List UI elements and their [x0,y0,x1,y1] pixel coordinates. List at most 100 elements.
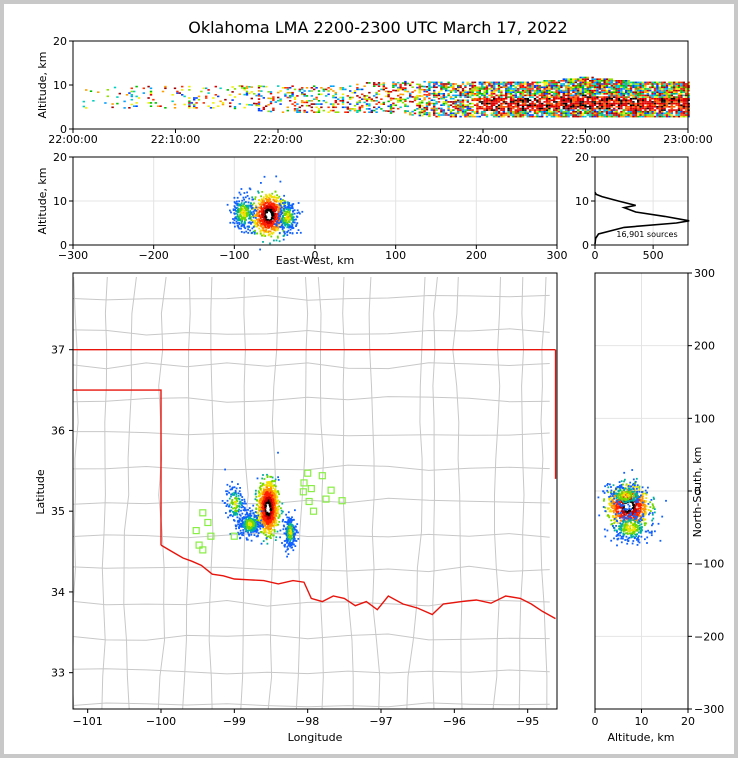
source-point [565,89,568,92]
source-point [661,102,664,105]
source-point [675,97,678,100]
source-point [247,221,250,224]
source-point [273,519,276,522]
source-point [656,99,659,102]
source-point [267,219,269,222]
source-point [235,217,238,220]
source-point [531,89,534,92]
source-point [263,489,266,491]
source-point [603,80,606,82]
source-point [505,81,508,84]
source-point [264,224,267,226]
source-point [365,108,369,110]
source-point [493,97,496,100]
source-point [382,83,385,86]
source-point [536,83,539,85]
source-point [577,91,580,93]
source-point [272,221,275,224]
source-point [442,102,445,105]
source-point [615,110,618,113]
source-point [271,196,273,199]
source-point [452,84,455,87]
source-point [605,81,609,84]
source-point [687,86,690,89]
source-point [634,88,637,90]
source-point [567,96,570,98]
source-point [212,107,215,109]
source-point [471,94,474,97]
source-point [512,84,515,87]
source-point [238,227,241,230]
source-point [485,115,489,118]
source-point [250,521,252,523]
source-point [353,109,357,112]
source-point [389,107,393,109]
source-point [682,91,685,93]
source-point [261,516,264,518]
source-point [656,112,659,115]
source-point [459,102,462,105]
source-point [538,86,541,89]
source-point [249,229,251,232]
source-point [447,114,450,116]
source-point [550,80,553,82]
source-point [509,109,513,111]
source-point [627,83,630,85]
source-point [680,89,683,92]
source-point [625,107,628,110]
source-point [226,203,229,206]
source-point [397,86,400,89]
source-point [171,94,174,96]
source-point [675,99,678,102]
source-point [267,218,269,221]
source-point [464,110,467,113]
source-point [493,88,496,90]
source-point [615,84,618,87]
source-point [663,91,666,93]
source-point [254,207,256,210]
source-point [548,91,551,93]
source-point [629,104,633,106]
source-point [262,210,265,213]
source-point [601,88,604,90]
source-point [584,84,587,87]
source-point [658,96,661,98]
source-point [641,94,645,97]
figure-frame: Oklahoma LMA 2200-2300 UTC March 17, 202… [4,4,734,754]
source-point [298,106,301,109]
source-point [264,226,267,229]
source-point [596,88,599,90]
source-point [286,221,289,224]
source-point [687,83,690,85]
source-point [613,88,616,90]
lma-figure: Oklahoma LMA 2200-2300 UTC March 17, 202… [34,18,724,744]
source-point [409,100,412,103]
source-point [553,93,556,95]
source-point [476,89,479,92]
source-point [493,104,496,106]
source-point [677,88,681,90]
source-point [440,104,443,106]
source-point [261,226,264,229]
source-point [665,86,669,89]
county-line [73,328,550,336]
source-point [488,88,491,90]
source-point [509,112,513,115]
source-point [500,106,503,108]
source-point [286,226,289,229]
source-point [639,106,642,108]
source-point [454,112,457,115]
source-point [278,505,280,508]
source-point [646,101,649,103]
source-point [598,83,601,85]
source-point [274,517,277,520]
source-point [670,93,673,95]
source-point [266,486,268,489]
source-point [279,203,281,206]
source-point [269,213,272,216]
source-point [256,525,259,528]
source-point [529,83,532,85]
source-point [473,81,477,84]
source-point [296,212,299,215]
source-point [519,107,522,110]
